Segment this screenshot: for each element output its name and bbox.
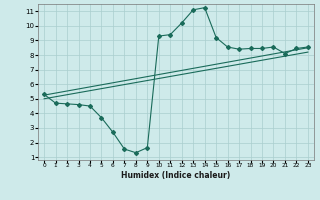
X-axis label: Humidex (Indice chaleur): Humidex (Indice chaleur) (121, 171, 231, 180)
